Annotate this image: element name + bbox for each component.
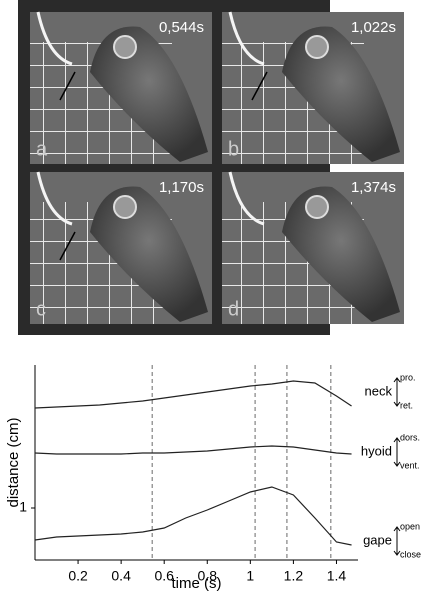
series-line xyxy=(34,380,352,409)
frog-eye xyxy=(113,195,137,219)
arrow xyxy=(251,71,268,101)
frog-eye xyxy=(305,35,329,59)
photo: 1,374s d xyxy=(222,171,404,324)
frog-eye xyxy=(305,195,329,219)
panel-letter: b xyxy=(228,138,239,160)
x-tick-label: 1.4 xyxy=(327,568,347,584)
x-tick-label: 0.6 xyxy=(154,568,174,584)
photo: 1,022s b xyxy=(222,11,404,164)
range-label: open xyxy=(400,521,420,531)
series-label: hyoid xyxy=(361,443,392,458)
series-label: gape xyxy=(363,532,392,547)
panel-letter: d xyxy=(228,298,239,320)
y-axis-label: distance (cm) xyxy=(5,417,22,507)
frog-eye xyxy=(113,35,137,59)
photo: 0,544s a xyxy=(30,11,212,164)
tube xyxy=(36,11,73,66)
series-line xyxy=(34,445,352,455)
photo-time: 1,374s xyxy=(351,179,396,196)
x-tick-label: 0.4 xyxy=(111,568,131,584)
x-tick-label: 0.2 xyxy=(68,568,88,584)
chart: 0.2 0.4 0.6 0.8 1 1.2 1.4 1 time (s) distance (cm… xyxy=(5,365,421,592)
photo-time: 0,544s xyxy=(159,19,204,36)
photo-panels: 0,544s a 1,022s b 1,170s c 1,374s d xyxy=(30,11,404,324)
frog-body xyxy=(90,186,208,322)
panel-letter: c xyxy=(36,298,46,320)
frog-body xyxy=(282,186,400,322)
photo-time: 1,170s xyxy=(159,179,204,196)
photo: 1,170s c xyxy=(30,171,212,324)
range-label: ret. xyxy=(400,400,413,410)
tube xyxy=(36,171,73,226)
y-tick-label: 1 xyxy=(19,499,27,515)
series-line xyxy=(34,486,352,546)
range-label: dors. xyxy=(400,432,420,442)
tube xyxy=(228,11,265,66)
series-label: neck xyxy=(365,383,393,398)
range-label: pro. xyxy=(400,372,416,382)
range-label: vent. xyxy=(400,460,420,470)
x-tick-label: 0.8 xyxy=(198,568,218,584)
frog-body xyxy=(90,26,208,162)
range-label: close xyxy=(400,549,421,559)
arrow-head xyxy=(393,377,401,407)
frog-body xyxy=(282,26,400,162)
x-tick-label: 1.2 xyxy=(284,568,304,584)
tube xyxy=(228,171,265,226)
photo-time: 1,022s xyxy=(351,19,396,36)
panel-letter: a xyxy=(36,138,48,160)
arrow xyxy=(59,71,76,101)
arrow-head xyxy=(393,437,401,467)
arrow xyxy=(59,231,76,261)
x-axis-label: time (s) xyxy=(172,575,222,592)
x-tick-label: 1 xyxy=(246,568,254,584)
arrow-head xyxy=(393,526,401,556)
